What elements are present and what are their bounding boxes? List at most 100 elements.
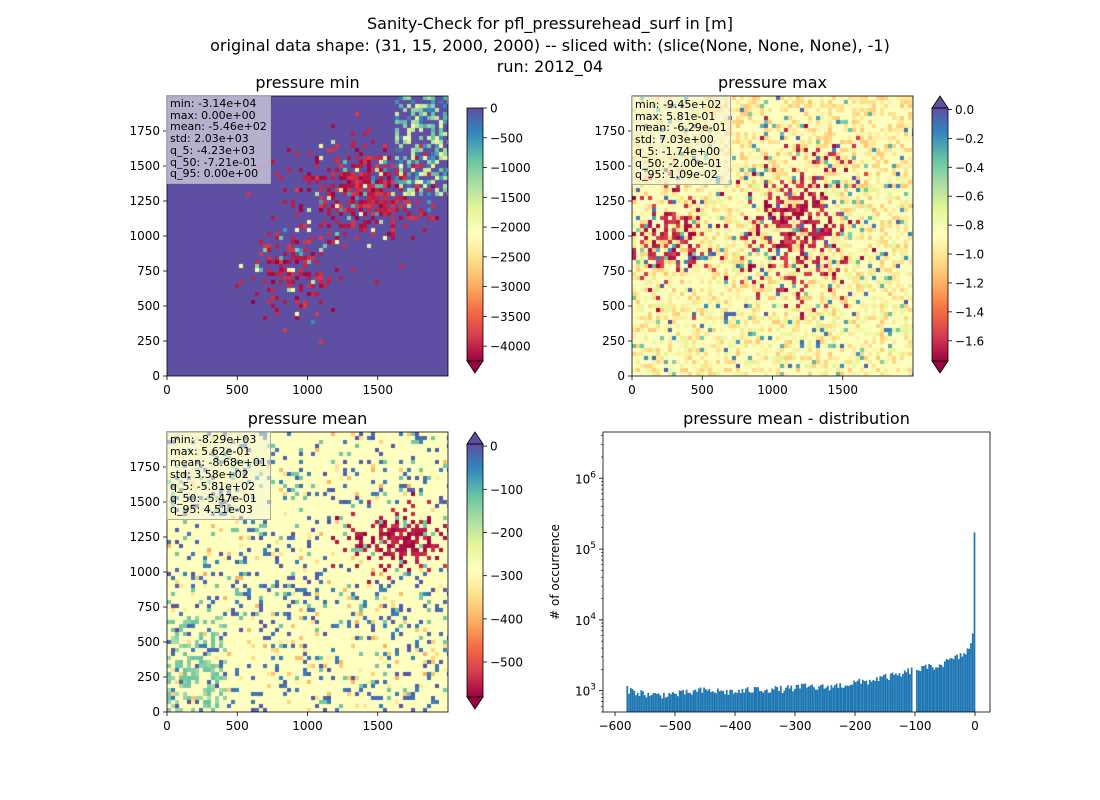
stats-line: min: -8.29e+03 bbox=[170, 433, 257, 446]
histogram-bar bbox=[656, 693, 658, 712]
histogram-bar bbox=[670, 694, 672, 712]
histogram-bar bbox=[694, 689, 697, 712]
stats-line: max: 5.62e-01 bbox=[170, 444, 251, 458]
histogram-bar bbox=[722, 690, 725, 712]
min-colorbar-tick-label: −500 bbox=[490, 131, 523, 145]
stats-line: q_95: 4.51e-03 bbox=[170, 503, 253, 517]
max-ytick-label: 1750 bbox=[594, 124, 625, 138]
histogram-ytick-label: 103 bbox=[575, 683, 596, 699]
max-xtick-label: 1500 bbox=[827, 383, 858, 397]
histogram-bar bbox=[966, 648, 969, 712]
histogram-bar bbox=[628, 693, 630, 712]
histogram-ytick-label: 104 bbox=[575, 612, 596, 628]
histogram-bar bbox=[704, 689, 707, 712]
histogram-bar bbox=[746, 687, 749, 712]
histogram-bar bbox=[800, 683, 803, 712]
max-ytick-label: 1500 bbox=[594, 159, 625, 173]
histogram-bar bbox=[813, 687, 815, 712]
histogram-bar bbox=[748, 691, 751, 712]
stats-line: min: -3.14e+04 bbox=[170, 97, 257, 110]
histogram-bar bbox=[851, 684, 854, 712]
histogram-bar bbox=[776, 687, 779, 712]
histogram-bar bbox=[961, 656, 964, 712]
mean-colorbar-tick-label: −100 bbox=[490, 483, 523, 497]
histogram-bar bbox=[924, 664, 927, 712]
histogram-bar bbox=[856, 680, 859, 712]
histogram-bar bbox=[971, 633, 974, 712]
histogram-bar bbox=[804, 683, 807, 712]
histogram-bar bbox=[821, 684, 824, 712]
histogram-ylabel: # of occurrence bbox=[548, 524, 562, 620]
max-colorbar-tick-label: −1.6 bbox=[955, 334, 984, 348]
max-ytick-label: 250 bbox=[602, 334, 625, 348]
histogram-bar bbox=[945, 659, 948, 712]
histogram-axes-frame bbox=[602, 431, 991, 713]
max-panel-title: pressure max bbox=[718, 73, 827, 92]
histogram-bar bbox=[699, 687, 702, 712]
histogram-bar bbox=[676, 696, 679, 712]
histogram-bar bbox=[759, 691, 761, 712]
histogram-bar bbox=[882, 675, 885, 712]
histogram-bar bbox=[938, 664, 941, 712]
mean-xtick-label: 500 bbox=[226, 719, 249, 733]
histogram-ytick-label: 106 bbox=[575, 470, 596, 486]
histogram-bar bbox=[729, 689, 732, 712]
stats-line: q_50: -5.47e-01 bbox=[170, 491, 257, 505]
max-colorbar-frame bbox=[931, 107, 949, 362]
histogram-bar bbox=[779, 685, 782, 712]
min-colorbar-frame bbox=[466, 107, 484, 362]
histogram-bar bbox=[762, 692, 765, 712]
histogram-bar bbox=[635, 695, 637, 712]
histogram-bar bbox=[900, 676, 903, 712]
histogram-bar bbox=[931, 667, 934, 712]
histogram-bar bbox=[964, 654, 967, 712]
histogram-bar bbox=[802, 684, 805, 712]
histogram-bar bbox=[692, 690, 695, 712]
histogram-bar bbox=[659, 695, 662, 712]
min-colorbar bbox=[467, 108, 483, 361]
histogram-bar bbox=[905, 672, 908, 712]
histogram-bar bbox=[947, 659, 950, 712]
min-xtick-label: 500 bbox=[226, 383, 249, 397]
histogram-bar bbox=[950, 658, 953, 712]
mean-colorbar-extend-min bbox=[466, 696, 484, 710]
histogram-bar bbox=[830, 685, 833, 712]
min-colorbar-extend-min bbox=[466, 360, 484, 374]
histogram-bar bbox=[715, 693, 718, 712]
max-colorbar bbox=[932, 108, 948, 361]
histogram-bar bbox=[675, 693, 677, 712]
histogram-bar bbox=[689, 692, 691, 712]
mean-ytick-label: 500 bbox=[137, 635, 160, 649]
histogram-bar bbox=[799, 688, 801, 712]
histogram-bar bbox=[739, 693, 742, 712]
histogram-bar bbox=[785, 687, 787, 712]
histogram-bar bbox=[963, 653, 965, 712]
histogram-bar bbox=[663, 692, 665, 712]
histogram-bar bbox=[919, 671, 922, 712]
histogram-bar bbox=[891, 672, 894, 712]
histogram-bar bbox=[949, 658, 951, 712]
histogram-bar bbox=[893, 674, 896, 712]
mean-colorbar-tick-label: −500 bbox=[490, 656, 523, 670]
stats-line: std: 3.58e+02 bbox=[170, 468, 249, 482]
min-colorbar-tick-label: −3500 bbox=[490, 310, 531, 324]
histogram-bar bbox=[696, 691, 698, 712]
histogram-bar bbox=[790, 685, 793, 712]
histogram-bar bbox=[863, 681, 866, 712]
histogram-bar bbox=[942, 666, 944, 712]
histogram-bar bbox=[877, 681, 880, 712]
histogram-bar bbox=[895, 673, 897, 712]
histogram-bar bbox=[650, 694, 653, 712]
histogram-bar bbox=[636, 692, 639, 712]
histogram-bar bbox=[872, 680, 875, 712]
min-xtick-label: 1000 bbox=[292, 383, 323, 397]
mean-ytick-label: 250 bbox=[137, 670, 160, 684]
histogram-xtick-label: −400 bbox=[719, 719, 752, 733]
histogram-bar bbox=[853, 680, 855, 712]
stats-box-max: min: -9.45e+02 max: 5.81e-01 mean: -6.29e-… bbox=[631, 96, 731, 185]
histogram-bar bbox=[649, 695, 651, 712]
histogram-bar bbox=[752, 692, 754, 712]
histogram-bar bbox=[868, 679, 871, 712]
histogram-bar bbox=[673, 693, 676, 712]
histogram-xtick-label: −200 bbox=[839, 719, 872, 733]
